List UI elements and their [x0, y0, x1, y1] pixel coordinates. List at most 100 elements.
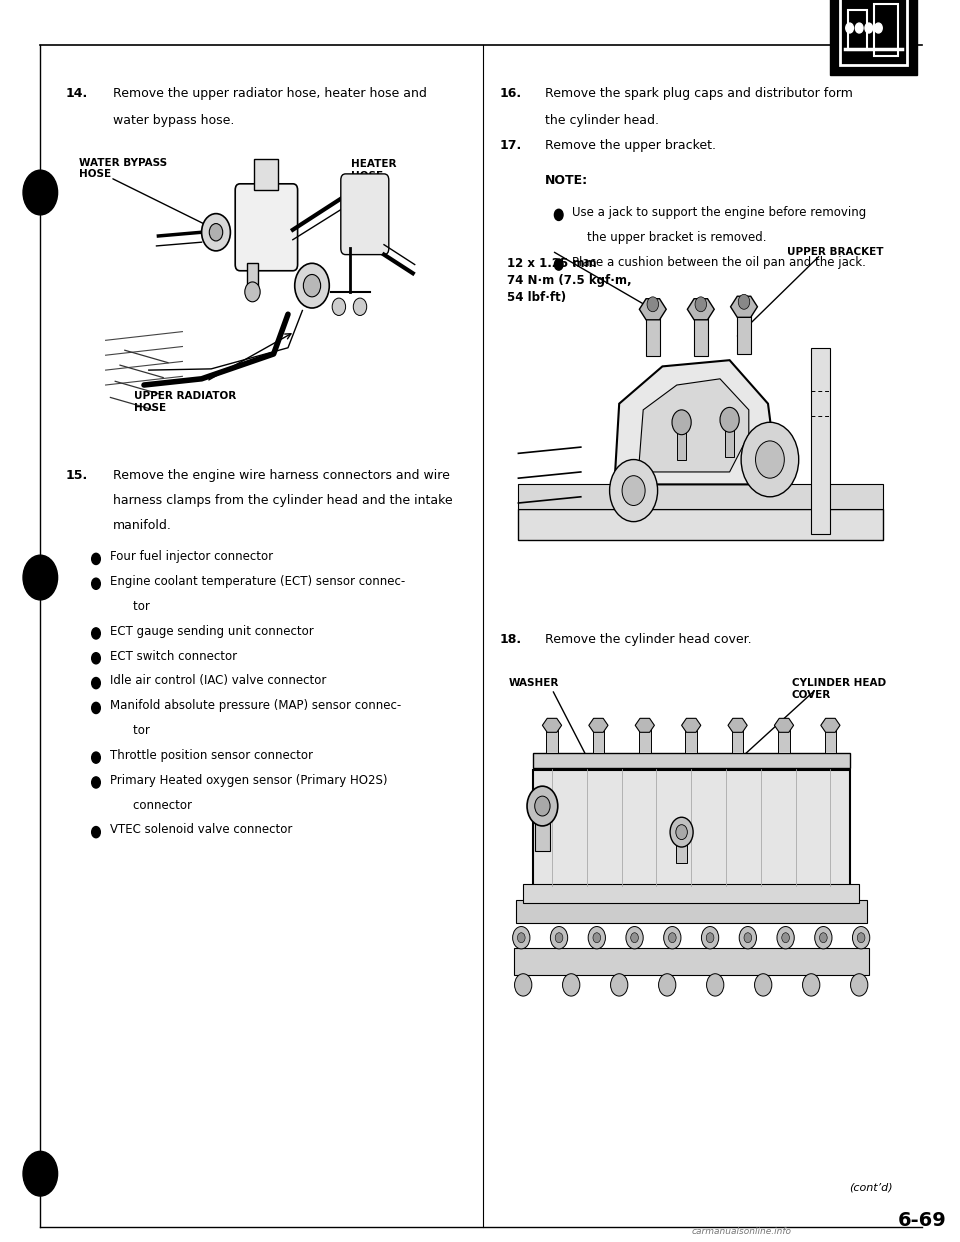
Circle shape — [611, 974, 628, 996]
Polygon shape — [687, 299, 714, 319]
Circle shape — [92, 678, 100, 689]
Text: UPPER BRACKET: UPPER BRACKET — [787, 247, 884, 257]
Circle shape — [631, 933, 638, 943]
Text: manifold.: manifold. — [113, 519, 172, 532]
Text: Idle air control (IAC) valve connector: Idle air control (IAC) valve connector — [110, 674, 326, 687]
Circle shape — [756, 441, 784, 478]
Polygon shape — [639, 299, 666, 319]
Circle shape — [245, 282, 260, 302]
Circle shape — [857, 933, 865, 943]
Bar — [254, 159, 278, 190]
Text: Primary Heated oxygen sensor (Primary HO2S): Primary Heated oxygen sensor (Primary HO… — [110, 774, 388, 786]
Text: Remove the spark plug caps and distributor form: Remove the spark plug caps and distribut… — [545, 87, 853, 99]
Circle shape — [755, 974, 772, 996]
Circle shape — [23, 555, 58, 600]
Circle shape — [670, 817, 693, 847]
Bar — [811, 348, 830, 534]
Circle shape — [865, 24, 873, 34]
Polygon shape — [731, 297, 757, 317]
Circle shape — [739, 927, 756, 949]
Bar — [533, 753, 850, 768]
Text: 18.: 18. — [499, 633, 521, 646]
Circle shape — [702, 927, 719, 949]
Text: ECT switch connector: ECT switch connector — [110, 650, 237, 662]
Circle shape — [659, 974, 676, 996]
Text: VTEC solenoid valve connector: VTEC solenoid valve connector — [110, 823, 293, 836]
Text: ECT gauge sending unit connector: ECT gauge sending unit connector — [110, 625, 314, 637]
Circle shape — [647, 297, 659, 312]
Text: tor: tor — [118, 600, 150, 612]
Circle shape — [626, 927, 643, 949]
Circle shape — [622, 476, 645, 505]
Text: Remove the cylinder head cover.: Remove the cylinder head cover. — [545, 633, 752, 646]
Circle shape — [663, 927, 681, 949]
Polygon shape — [636, 718, 655, 733]
Circle shape — [92, 777, 100, 789]
Circle shape — [777, 927, 794, 949]
Bar — [546, 728, 558, 753]
Bar — [592, 728, 604, 753]
Circle shape — [707, 974, 724, 996]
Circle shape — [851, 974, 868, 996]
Bar — [737, 307, 751, 354]
Circle shape — [738, 294, 750, 309]
Bar — [840, 0, 907, 65]
Circle shape — [92, 554, 100, 565]
Text: water bypass hose.: water bypass hose. — [113, 114, 234, 127]
Text: tor: tor — [118, 724, 150, 737]
Circle shape — [92, 628, 100, 640]
Circle shape — [820, 933, 828, 943]
Bar — [825, 728, 836, 753]
Circle shape — [593, 933, 601, 943]
Circle shape — [92, 653, 100, 664]
Circle shape — [668, 933, 676, 943]
Circle shape — [550, 927, 567, 949]
Circle shape — [815, 927, 832, 949]
Bar — [247, 263, 258, 286]
FancyBboxPatch shape — [235, 184, 298, 271]
Circle shape — [555, 933, 563, 943]
Text: 6-69: 6-69 — [898, 1211, 947, 1230]
Circle shape — [92, 753, 100, 764]
Text: WASHER: WASHER — [509, 678, 559, 688]
Bar — [779, 728, 790, 753]
Text: 14.: 14. — [65, 87, 87, 99]
Text: connector: connector — [118, 799, 192, 811]
Circle shape — [202, 214, 230, 251]
Polygon shape — [682, 718, 701, 733]
Circle shape — [781, 933, 789, 943]
Bar — [830, 0, 917, 75]
Circle shape — [676, 825, 687, 840]
Circle shape — [846, 24, 853, 34]
Bar — [694, 309, 708, 356]
Text: Remove the upper radiator hose, heater hose and: Remove the upper radiator hose, heater h… — [113, 87, 427, 99]
Text: the cylinder head.: the cylinder head. — [545, 114, 660, 127]
Circle shape — [23, 170, 58, 215]
Circle shape — [92, 703, 100, 714]
Circle shape — [672, 410, 691, 435]
Circle shape — [852, 927, 870, 949]
Bar — [646, 309, 660, 356]
Text: harness clamps from the cylinder head and the intake: harness clamps from the cylinder head an… — [113, 494, 453, 507]
Bar — [518, 484, 883, 509]
Circle shape — [554, 260, 563, 271]
Text: 17.: 17. — [499, 139, 521, 152]
Bar — [685, 728, 697, 753]
Bar — [677, 425, 686, 460]
Polygon shape — [542, 718, 562, 733]
Polygon shape — [821, 718, 840, 733]
Text: UPPER RADIATOR
HOSE: UPPER RADIATOR HOSE — [134, 391, 237, 412]
Circle shape — [563, 974, 580, 996]
Bar — [848, 10, 867, 50]
Circle shape — [588, 927, 606, 949]
Bar — [514, 948, 869, 975]
Text: HEATER
HOSE: HEATER HOSE — [351, 159, 396, 180]
Text: WATER BYPASS
HOSE: WATER BYPASS HOSE — [79, 158, 167, 179]
Bar — [639, 728, 651, 753]
Circle shape — [803, 974, 820, 996]
Text: Manifold absolute pressure (MAP) sensor connec-: Manifold absolute pressure (MAP) sensor … — [110, 699, 401, 712]
Bar — [533, 770, 850, 888]
Bar — [518, 509, 883, 540]
Text: Engine coolant temperature (ECT) sensor connec-: Engine coolant temperature (ECT) sensor … — [110, 575, 406, 587]
Text: Four fuel injector connector: Four fuel injector connector — [110, 550, 274, 563]
